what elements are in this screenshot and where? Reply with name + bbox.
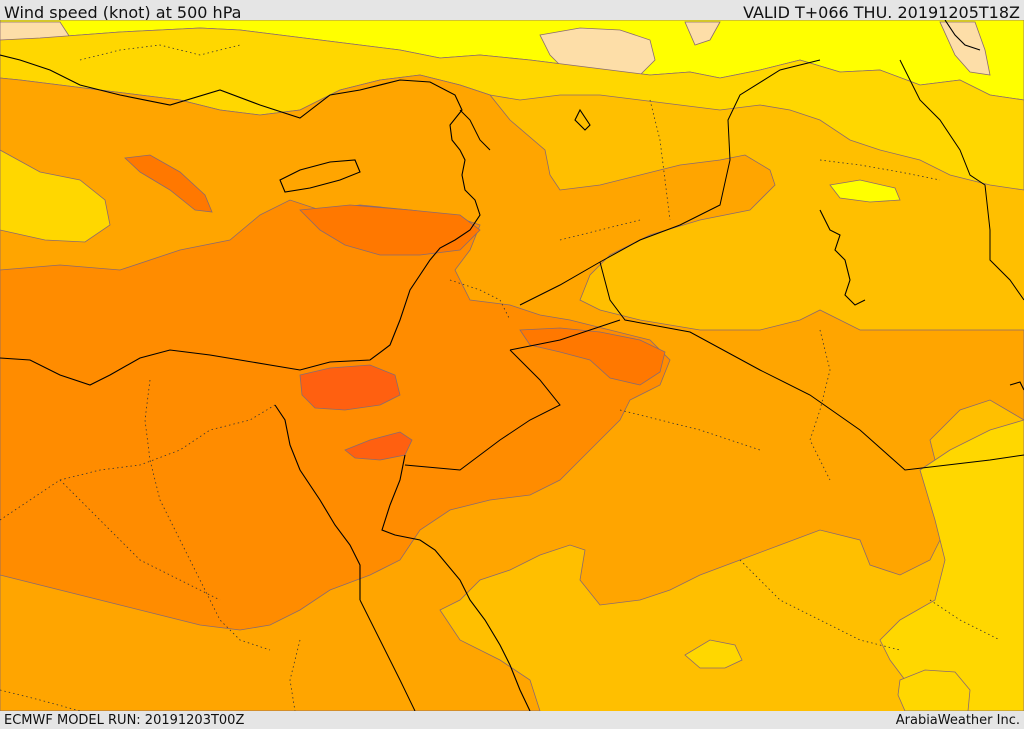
valid-time: VALID T+066 THU. 20191205T18Z [743,3,1020,22]
model-run-label: ECMWF MODEL RUN: 20191203T00Z [4,713,245,728]
wind-speed-map [0,20,1024,711]
contour-patch-darker-2 [124,154,213,213]
contour-patch-peach-3 [684,21,721,46]
country-borders [359,59,1024,711]
contour-core-red-2 [344,431,413,461]
provider-label: ArabiaWeather Inc. [895,713,1020,728]
coastlines [0,20,1024,711]
contour-patch-darker-1 [299,204,481,256]
contour-patch-peach-4 [939,21,991,76]
contour-patch-yellow-ne [829,179,901,203]
footer-bar [0,711,1024,729]
contour-core-red-1 [299,364,401,411]
contour-patch-gold-3 [897,669,971,711]
header-bar: Wind speed (knot) at 500 hPa VALID T+066… [0,0,1024,22]
contour-patch-gold-2 [684,639,743,669]
admin-borders [0,44,1001,711]
contour-patch-gold-west [0,149,111,243]
contour-patch-darker-3 [519,327,666,386]
map-title: Wind speed (knot) at 500 hPa [4,3,242,22]
